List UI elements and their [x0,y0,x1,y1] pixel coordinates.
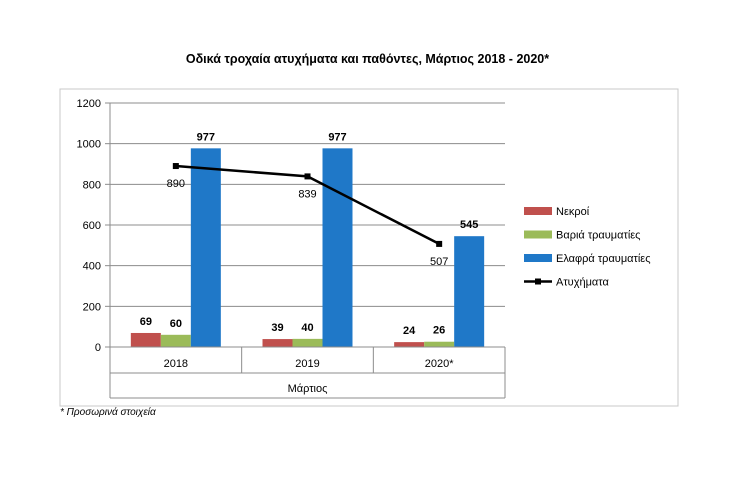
y-tick-label: 0 [95,342,101,354]
legend-swatch [524,230,552,239]
y-tick-label: 600 [83,220,101,232]
footnote: * Προσωρινά στοιχεία [60,407,156,418]
line-value-label: 890 [167,178,185,190]
gridlines [110,102,505,307]
y-tick-label: 400 [83,261,101,273]
chart-title: Οδικά τροχαία ατυχήματα και παθόντες, Μά… [185,52,550,66]
bar [160,334,191,347]
legend-swatch [524,254,552,262]
line-point [172,163,179,170]
bar [454,236,485,347]
bar [424,341,455,347]
bar-value-label: 24 [403,325,416,337]
y-tick-label: 800 [83,179,101,191]
axes: 0 200 400 600 800 1000 1200 2018 2019 2020* Μάρτιο… [77,98,506,399]
line-value-label: 839 [298,188,316,200]
y-tick-label: 200 [83,301,101,313]
bar-value-label: 40 [301,322,313,334]
legend-label: Νεκροί [556,206,590,218]
legend-label: Βαριά τραυματίες [556,230,640,242]
bars [130,148,485,347]
chart-frame [59,88,679,407]
legend-swatch [524,207,552,215]
bar [262,339,293,347]
bar [292,338,323,347]
x-tick-label: 2019 [295,358,319,370]
line-series [172,163,443,247]
y-tick-label: 1200 [77,98,101,110]
bar [190,148,221,347]
bar-value-label: 977 [197,131,215,143]
line-point [304,173,311,180]
bar-value-label: 26 [433,325,445,337]
bar [130,332,161,347]
x-tick-label: 2018 [164,358,188,370]
line-point [436,240,443,247]
x-axis-label: Μάρτιος [288,383,328,395]
bar-value-label: 69 [140,316,152,328]
legend-label: Ελαφρά τραυματίες [556,253,651,265]
bar-value-label: 545 [460,219,478,231]
line-value-label: 507 [430,256,448,268]
bar-value-label: 60 [170,318,182,330]
legend-label: Ατυχήματα [556,277,609,289]
x-tick-label: 2020* [425,358,454,370]
bar-value-label: 977 [328,131,346,143]
y-tick-label: 1000 [77,139,101,151]
legend: Νεκροί Βαριά τραυματίες Ελαφρά τραυματίες Α… [524,206,651,289]
bar [394,342,425,347]
legend-marker [535,278,541,285]
bar [322,148,353,347]
data-labels: 69 60 977 39 40 977 24 26 545 890 839 507 [140,131,479,337]
bar-value-label: 39 [271,322,283,334]
